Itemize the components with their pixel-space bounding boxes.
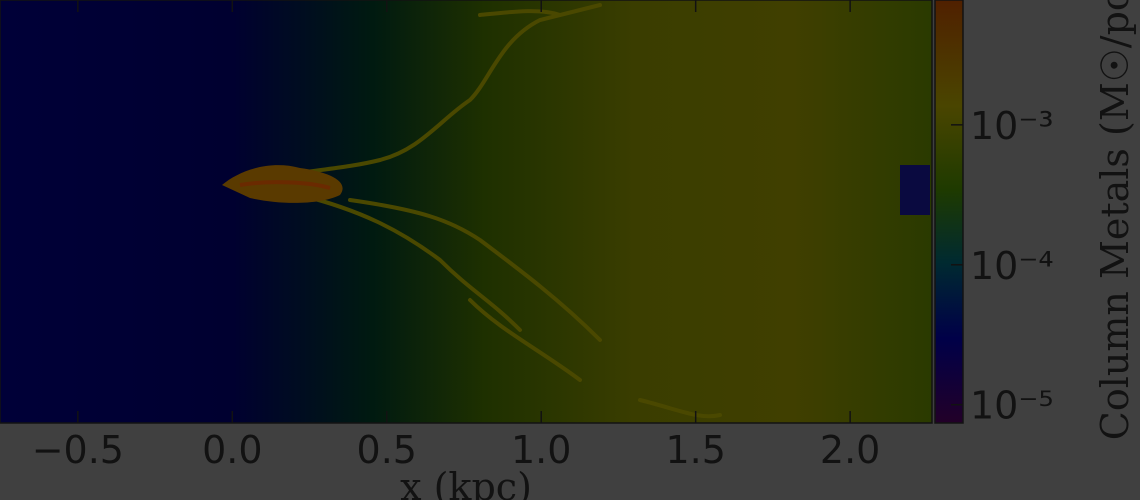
colorbar-label: Column Metals (M☉/pc (1093, 0, 1137, 440)
plot-frame (0, 0, 933, 424)
colorbar-tick-label: 10⁻⁵ (970, 384, 1054, 428)
colorbar (934, 0, 964, 424)
x-tick-label: 1.5 (665, 428, 725, 472)
clump-core (239, 180, 331, 190)
filaments (228, 3, 722, 419)
edge-feature (900, 165, 930, 215)
colorbar-tick-label: 10⁻⁴ (970, 244, 1054, 288)
x-axis-label: x (kpc) (400, 465, 532, 500)
x-tick-label: 0.0 (202, 428, 262, 472)
x-tick-label: 1.0 (511, 428, 571, 472)
x-tick-label: −0.5 (32, 428, 124, 472)
x-tick-label: 2.0 (820, 428, 880, 472)
projection-image (0, 0, 932, 423)
colorbar-tick-label: 10⁻³ (970, 104, 1054, 148)
image-plot (0, 0, 933, 424)
x-tick-label: 0.5 (357, 428, 417, 472)
